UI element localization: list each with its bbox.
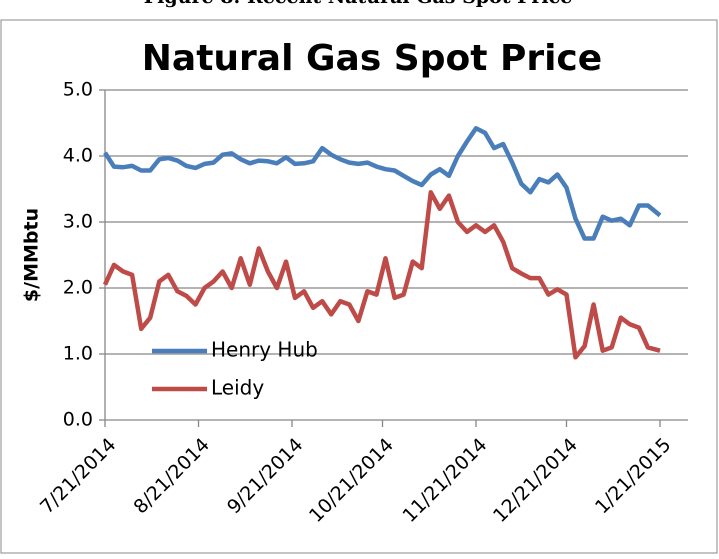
legend-label: Leidy [211,376,264,400]
y-tick-label: 5.0 [63,79,93,101]
y-tick-label: 0.0 [63,409,93,431]
chart-border [0,19,718,554]
y-tick-label: 2.0 [63,277,93,299]
y-axis-label: $/MMbtu [21,208,43,302]
legend-label: Henry Hub [211,338,318,362]
series-line [103,126,662,241]
y-tick-label: 4.0 [63,145,93,167]
series-line [102,190,661,360]
caption: Figure 8: Recent Natural Gas Spot Price [144,0,573,8]
y-tick-label: 1.0 [63,343,93,365]
chart-title: Natural Gas Spot Price [142,38,602,79]
y-tick-label: 3.0 [63,211,93,233]
